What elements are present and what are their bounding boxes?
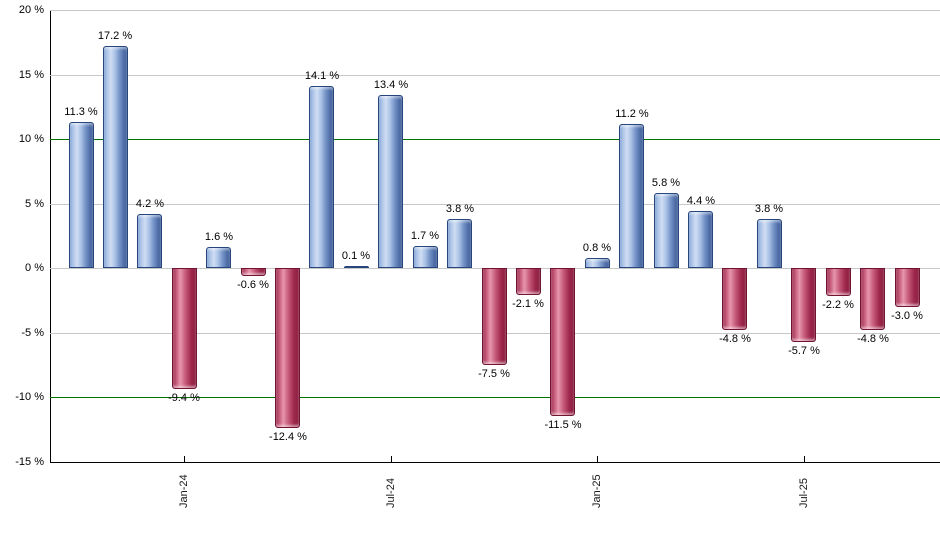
x-axis-tick-label: Jul-25 xyxy=(798,478,810,508)
bar-value-label: -3.0 % xyxy=(891,310,923,322)
bar-value-label: 3.8 % xyxy=(445,203,475,215)
bar xyxy=(275,268,300,428)
bar xyxy=(103,46,128,268)
bar xyxy=(344,266,369,268)
bar-value-label: 17.2 % xyxy=(97,30,133,42)
bar-value-label: 0.8 % xyxy=(582,242,612,254)
bar-value-label: -7.5 % xyxy=(478,368,510,380)
y-axis-tick-label: 5 % xyxy=(25,198,44,210)
bar xyxy=(413,246,438,268)
gridline xyxy=(50,75,940,76)
y-axis-tick-label: 20 % xyxy=(18,4,44,16)
x-axis-tick-label: Jan-24 xyxy=(178,474,190,508)
bar xyxy=(860,268,885,330)
y-axis-tick-label: -15 % xyxy=(15,456,44,468)
bar xyxy=(654,193,679,268)
bar-value-label: 4.4 % xyxy=(686,195,716,207)
bar-value-label: 0.1 % xyxy=(341,250,371,262)
green-gridline xyxy=(50,139,940,140)
bar xyxy=(309,86,334,268)
bar xyxy=(791,268,816,342)
gridline xyxy=(50,10,940,11)
bar xyxy=(241,268,266,276)
bar-value-label: -9.4 % xyxy=(168,392,200,404)
x-axis-tick xyxy=(391,456,392,463)
bar xyxy=(378,95,403,268)
x-axis-line xyxy=(50,462,940,463)
bar xyxy=(757,219,782,268)
bar-value-label: -0.6 % xyxy=(237,279,269,291)
bar-value-label: 5.8 % xyxy=(651,177,681,189)
bar-value-label: -4.8 % xyxy=(719,333,751,345)
gridline xyxy=(50,204,940,205)
x-axis-tick-label: Jul-24 xyxy=(385,478,397,508)
bar xyxy=(482,268,507,365)
bar xyxy=(172,268,197,389)
bar xyxy=(722,268,747,330)
y-axis-tick-label: -10 % xyxy=(15,391,44,403)
bar xyxy=(619,124,644,268)
bar xyxy=(206,247,231,268)
bar-value-label: -2.1 % xyxy=(512,298,544,310)
bar-value-label: 11.3 % xyxy=(64,106,98,118)
y-axis-line xyxy=(50,10,51,463)
bar xyxy=(550,268,575,416)
bar-value-label: -12.4 % xyxy=(269,431,307,443)
bar-value-label: 11.2 % xyxy=(615,108,649,120)
bar xyxy=(688,211,713,268)
y-axis-tick-label: 0 % xyxy=(25,262,44,274)
x-axis-tick-label: Jan-25 xyxy=(591,474,603,508)
bar-value-label: 13.4 % xyxy=(373,79,409,91)
y-axis-tick-label: 10 % xyxy=(18,133,44,145)
bar-value-label: -4.8 % xyxy=(857,333,889,345)
x-axis-tick xyxy=(804,456,805,463)
bar-value-label: 4.2 % xyxy=(135,198,165,210)
x-axis-tick xyxy=(184,456,185,463)
y-axis-tick-label: -5 % xyxy=(21,327,44,339)
bar xyxy=(69,122,94,268)
y-axis-tick-label: 15 % xyxy=(18,69,44,81)
bar xyxy=(826,268,851,296)
bar-value-label: 3.8 % xyxy=(754,203,784,215)
x-axis-tick xyxy=(597,456,598,463)
bar xyxy=(895,268,920,307)
bar-value-label: -2.2 % xyxy=(822,299,854,311)
bar-value-label: 14.1 % xyxy=(304,70,340,82)
bar xyxy=(447,219,472,268)
bar xyxy=(585,258,610,268)
bar-value-label: -5.7 % xyxy=(788,345,820,357)
bar xyxy=(516,268,541,295)
bar xyxy=(137,214,162,268)
bar-value-label: 1.6 % xyxy=(204,231,234,243)
bar-value-label: -11.5 % xyxy=(544,419,582,431)
bar-value-label: 1.7 % xyxy=(410,230,440,242)
